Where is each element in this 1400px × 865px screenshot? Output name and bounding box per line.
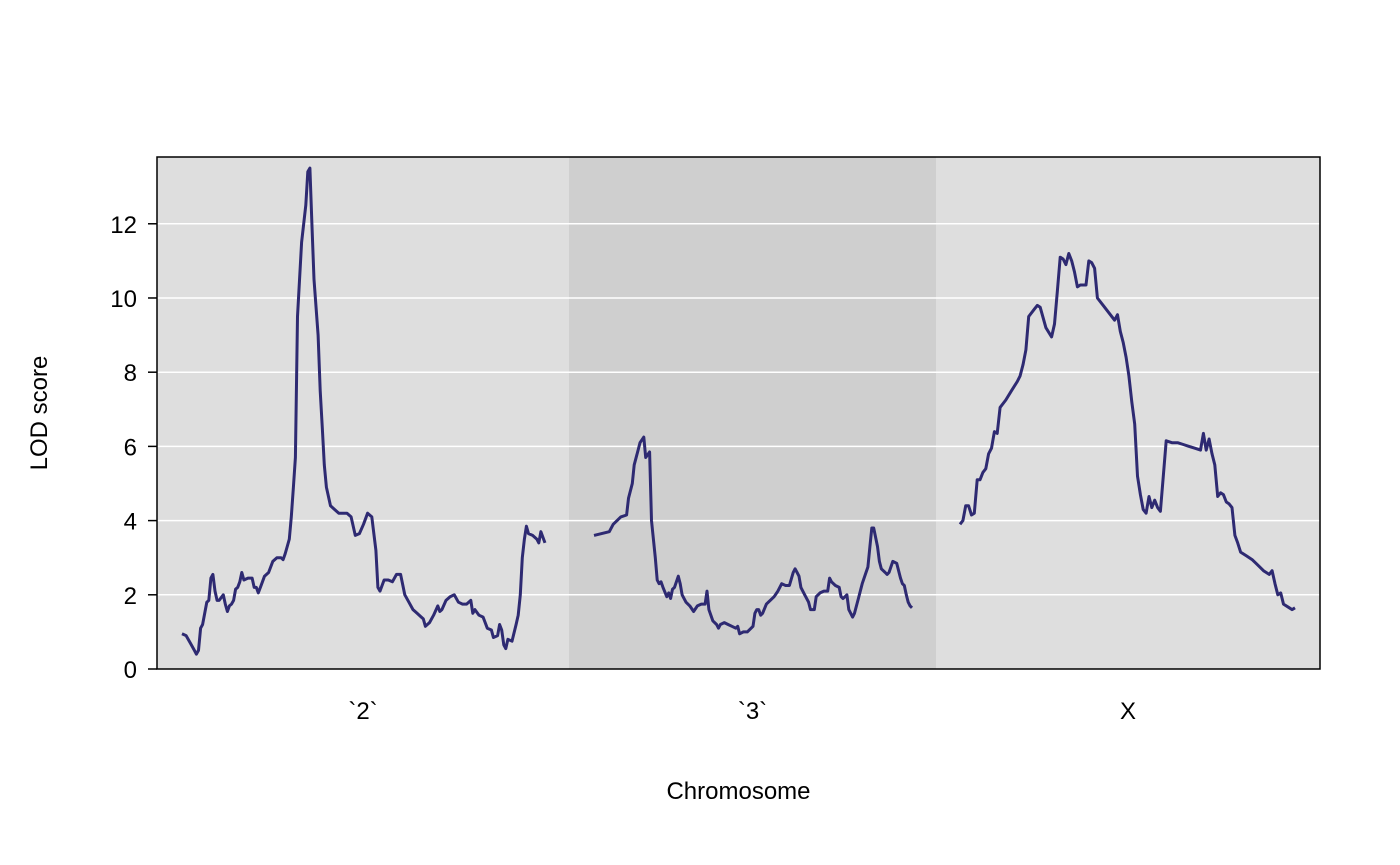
- y-tick-label: 8: [124, 360, 137, 387]
- lod-curve: [958, 252, 1296, 612]
- x-axis-title: Chromosome: [666, 778, 810, 805]
- y-axis: 0 2 4 6 8 10 12: [110, 212, 157, 684]
- y-tick-label: 0: [124, 657, 137, 684]
- chromosome-panels: [157, 157, 1320, 669]
- lod-curve: [593, 435, 914, 636]
- y-tick-label: 6: [124, 434, 137, 461]
- chromosome-panel: [157, 157, 569, 669]
- y-tick-label: 10: [110, 286, 137, 313]
- x-axis: `2` `3` X: [348, 698, 1136, 725]
- chromosome-panel: [569, 157, 936, 669]
- chromosome-panel: [936, 157, 1320, 669]
- y-tick-label: 4: [124, 509, 137, 536]
- y-tick-label: 12: [110, 212, 137, 239]
- y-tick-label: 2: [124, 583, 137, 610]
- y-axis-title: LOD score: [26, 356, 53, 471]
- x-tick-label: `2`: [348, 698, 377, 725]
- x-tick-label: `3`: [738, 698, 767, 725]
- x-tick-label: X: [1120, 698, 1136, 725]
- plot-frame: [156, 156, 1321, 670]
- lod-curves: [181, 166, 1296, 656]
- lod-curve: [181, 166, 547, 656]
